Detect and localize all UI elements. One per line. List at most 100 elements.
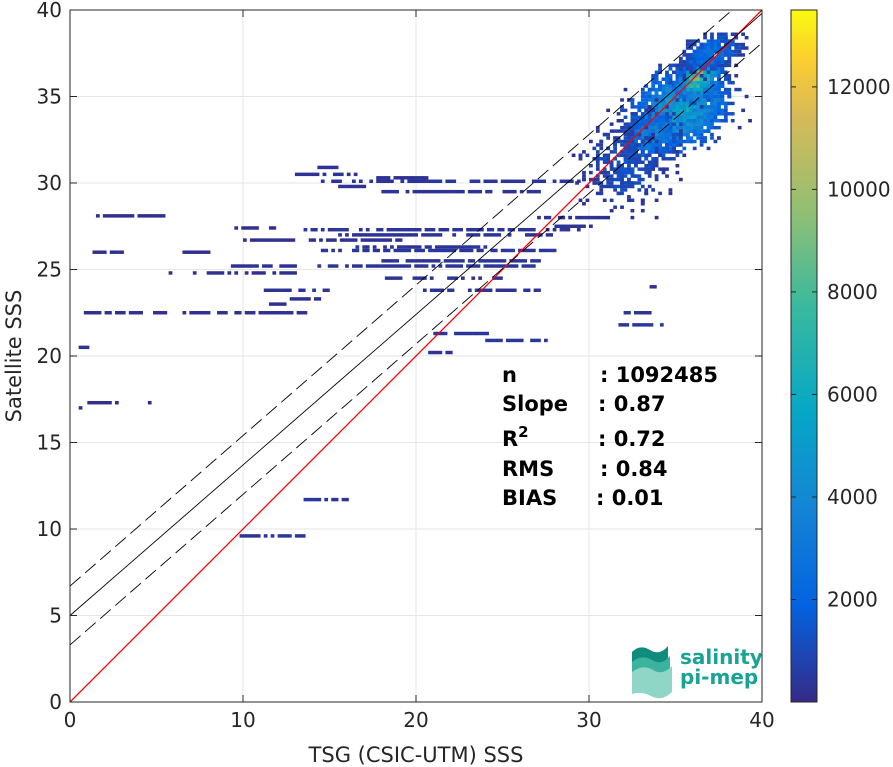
- density-bin: [589, 170, 593, 175]
- density-bin: [332, 238, 337, 242]
- density-bin: [467, 259, 472, 263]
- density-bin: [255, 264, 259, 268]
- density-bin: [445, 264, 450, 268]
- density-bin: [720, 35, 725, 40]
- stat-value: : 0.01: [596, 486, 664, 510]
- density-bin: [249, 238, 254, 242]
- density-bin: [289, 271, 294, 275]
- density-bin: [675, 98, 680, 102]
- density-bin: [490, 227, 495, 232]
- density-bin: [116, 214, 121, 218]
- density-bin: [481, 331, 486, 336]
- density-bin: [440, 288, 444, 292]
- density-bin: [737, 87, 742, 92]
- density-bin: [358, 233, 363, 237]
- density-bin: [422, 276, 427, 280]
- density-bin: [635, 323, 640, 327]
- density-bin: [637, 129, 642, 133]
- colorbar-tick-label: 10000: [827, 177, 891, 201]
- density-bin: [672, 84, 676, 88]
- ref-line-regression_upper: [70, 10, 733, 587]
- density-bin: [355, 184, 360, 189]
- density-bin: [710, 70, 714, 75]
- density-bin: [668, 146, 673, 151]
- density-bin: [710, 108, 714, 113]
- density-bin: [703, 101, 707, 106]
- density-bin: [727, 49, 732, 54]
- density-bin: [675, 150, 680, 154]
- density-bin: [244, 311, 249, 315]
- density-bin: [488, 259, 493, 263]
- density-bin: [658, 139, 662, 144]
- density-bin: [474, 288, 479, 292]
- density-bin: [665, 105, 669, 109]
- density-bin: [665, 132, 669, 137]
- density-bin: [476, 248, 481, 253]
- density-bin: [609, 181, 614, 185]
- density-bin: [723, 91, 728, 95]
- density-bin: [717, 98, 721, 102]
- density-bin: [661, 146, 666, 151]
- density-bin: [699, 108, 704, 113]
- density-bin: [692, 56, 697, 61]
- density-bin: [592, 177, 597, 182]
- density-bin: [390, 233, 394, 237]
- density-bin: [355, 248, 360, 253]
- density-bin: [407, 179, 412, 183]
- density-bin: [97, 400, 102, 405]
- density-bin: [460, 331, 465, 336]
- density-bin: [713, 80, 718, 85]
- density-bin: [710, 94, 714, 99]
- density-bin: [388, 238, 393, 242]
- density-bin: [682, 129, 687, 133]
- density-bin: [537, 215, 541, 220]
- density-bin: [692, 115, 697, 119]
- density-bin: [696, 105, 701, 109]
- density-bin: [466, 233, 470, 237]
- colorbar-tick-label: 12000: [827, 75, 891, 99]
- density-bin: [685, 129, 690, 133]
- density-bin: [644, 125, 649, 130]
- density-bin: [699, 60, 704, 64]
- density-bin: [575, 224, 579, 228]
- density-bin: [362, 245, 367, 249]
- density-bin: [416, 276, 420, 280]
- density-bin: [563, 227, 567, 232]
- density-bin: [699, 132, 704, 137]
- density-bin: [723, 87, 728, 92]
- colorbar-tick-label: 8000: [827, 280, 878, 304]
- density-bin: [130, 214, 135, 218]
- density-bin: [696, 115, 701, 119]
- density-bin: [576, 227, 581, 232]
- density-bin: [386, 233, 391, 237]
- density-bin: [616, 118, 621, 123]
- density-bin: [703, 139, 707, 144]
- density-bin: [678, 87, 683, 92]
- density-bin: [460, 189, 465, 194]
- density-bin: [398, 238, 403, 242]
- density-bin: [703, 115, 707, 119]
- density-bin: [438, 227, 443, 232]
- density-bin: [685, 46, 690, 50]
- density-bin: [234, 271, 239, 275]
- density-bin: [549, 248, 553, 253]
- density-bin: [706, 105, 711, 109]
- density-bin: [315, 172, 320, 177]
- density-bin: [298, 534, 303, 538]
- density-bin: [637, 188, 642, 192]
- density-bin: [523, 288, 528, 292]
- density-bin: [720, 39, 725, 43]
- density-bin: [672, 157, 676, 161]
- density-bin: [575, 215, 579, 220]
- density-bin: [706, 67, 711, 71]
- density-bin: [640, 105, 645, 109]
- density-bin: [658, 191, 662, 196]
- density-bin: [459, 245, 464, 249]
- density-bin: [602, 132, 607, 137]
- density-bin: [230, 264, 235, 268]
- density-bin: [672, 108, 676, 113]
- density-bin: [620, 205, 624, 209]
- density-bin: [220, 311, 225, 315]
- density-bin: [286, 264, 291, 268]
- density-bin: [609, 122, 614, 126]
